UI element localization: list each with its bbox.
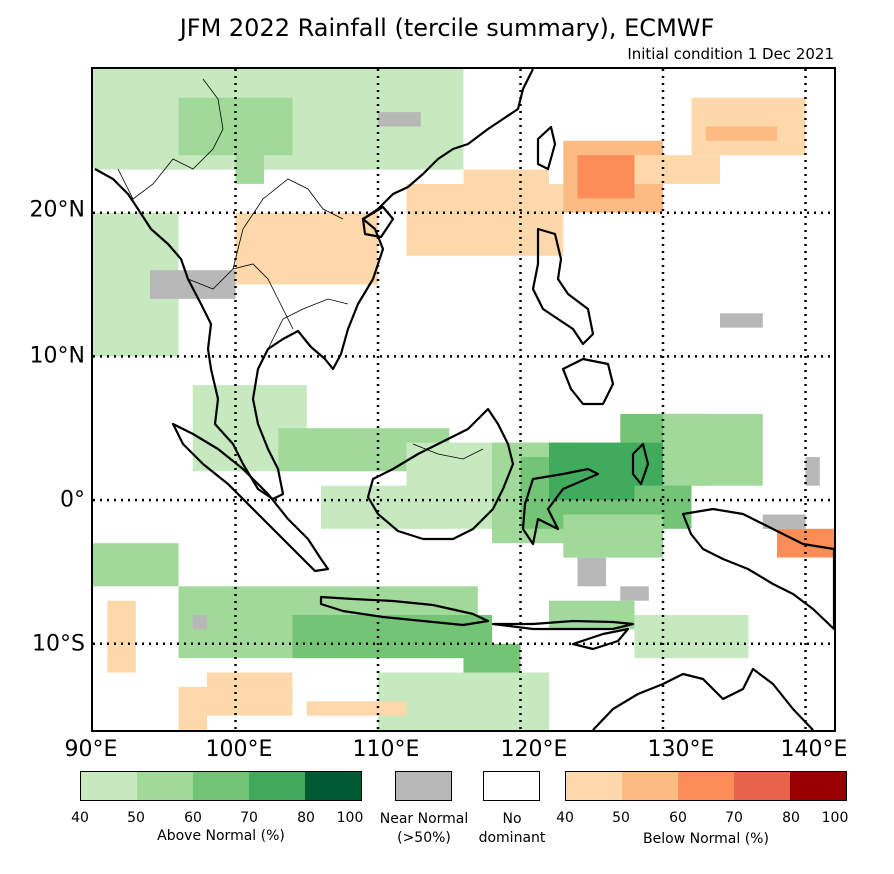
colorbar-tick: 70	[240, 810, 258, 826]
colorbar-tick: 60	[184, 810, 202, 826]
tercile-cell	[235, 112, 264, 184]
tercile-cell	[705, 126, 778, 141]
above-normal-color-step	[193, 772, 249, 800]
coastlines	[94, 69, 834, 730]
below-normal-color-step	[734, 772, 790, 800]
colorbar-tick: 100	[821, 810, 849, 826]
above-normal-title: Above Normal (%)	[157, 828, 285, 844]
tercile-cell	[150, 270, 236, 299]
rainfall-map	[91, 67, 836, 732]
above-normal-color-step	[249, 772, 305, 800]
map-title: JFM 2022 Rainfall (tercile summary), ECM…	[179, 14, 715, 42]
lat-tick-label: 0°	[60, 487, 85, 513]
lon-tick-label: 110°E	[352, 737, 420, 762]
tercile-cell	[577, 155, 635, 199]
country-borders	[117, 78, 484, 460]
map-canvas	[93, 69, 834, 730]
below-normal-color-step	[622, 772, 678, 800]
above-normal-color-step	[137, 772, 193, 800]
gridlines	[93, 69, 834, 730]
no-dominant-label-line1: No	[502, 811, 522, 827]
above-normal-colorbar	[80, 771, 362, 801]
near-normal-label-line1: Near Normal	[379, 811, 469, 827]
tercile-cell	[720, 313, 763, 328]
tercile-cell	[663, 413, 763, 486]
tercile-cell	[107, 600, 136, 673]
tercile-cell	[178, 686, 207, 730]
tercile-cell	[192, 615, 208, 630]
lon-tick-label: 130°E	[647, 737, 715, 762]
no-dominant-swatch	[483, 771, 540, 801]
initial-condition-label: Initial condition 1 Dec 2021	[627, 45, 834, 63]
colorbar-tick: 80	[297, 810, 315, 826]
tercile-cell	[634, 615, 749, 659]
tercile-cell	[549, 600, 635, 630]
lat-tick-label: 10°S	[32, 631, 85, 657]
lon-tick-label: 100°E	[205, 737, 273, 762]
tercile-cell	[762, 514, 806, 529]
colorbar-tick: 80	[782, 810, 800, 826]
below-normal-color-step	[790, 772, 846, 800]
below-normal-title: Below Normal (%)	[643, 831, 769, 847]
below-normal-color-step	[678, 772, 734, 800]
tercile-cell	[691, 97, 806, 156]
tercile-cell	[563, 514, 664, 558]
colorbar-tick: 100	[336, 810, 364, 826]
no-dominant-label: No dominant	[470, 810, 554, 848]
tercile-cell	[292, 615, 492, 659]
near-normal-swatch	[395, 771, 452, 801]
colorbar-tick: 60	[669, 810, 687, 826]
below-normal-color-step	[566, 772, 622, 800]
tercile-cell	[463, 169, 549, 213]
tercile-cell	[620, 586, 649, 601]
above-normal-color-step	[81, 772, 137, 800]
tercile-cell	[306, 701, 407, 716]
lon-tick-label: 120°E	[500, 737, 568, 762]
tercile-cell	[207, 672, 293, 716]
colorbar-tick: 70	[725, 810, 743, 826]
tercile-cell	[378, 112, 421, 127]
lat-tick-label: 20°N	[29, 197, 85, 223]
colorbar-tick: 50	[612, 810, 630, 826]
tercile-cells	[93, 69, 834, 730]
tercile-cell	[577, 557, 606, 587]
below-normal-colorbar	[565, 771, 847, 801]
tercile-cell	[235, 212, 378, 285]
tercile-cell	[93, 543, 179, 587]
tercile-cell	[463, 643, 521, 673]
above-normal-color-step	[305, 772, 361, 800]
lon-tick-label: 140°E	[780, 737, 848, 762]
near-normal-label-line2: (>50%)	[397, 830, 451, 846]
colorbar-tick: 40	[71, 810, 89, 826]
near-normal-label: Near Normal (>50%)	[370, 810, 478, 848]
colorbar-tick: 40	[556, 810, 574, 826]
lon-tick-label: 90°E	[64, 737, 118, 762]
lat-tick-label: 10°N	[29, 343, 85, 369]
tercile-cell	[378, 672, 549, 730]
colorbar-tick: 50	[127, 810, 145, 826]
tercile-cell	[634, 155, 720, 184]
tercile-cell	[805, 457, 820, 486]
no-dominant-label-line2: dominant	[478, 830, 546, 846]
